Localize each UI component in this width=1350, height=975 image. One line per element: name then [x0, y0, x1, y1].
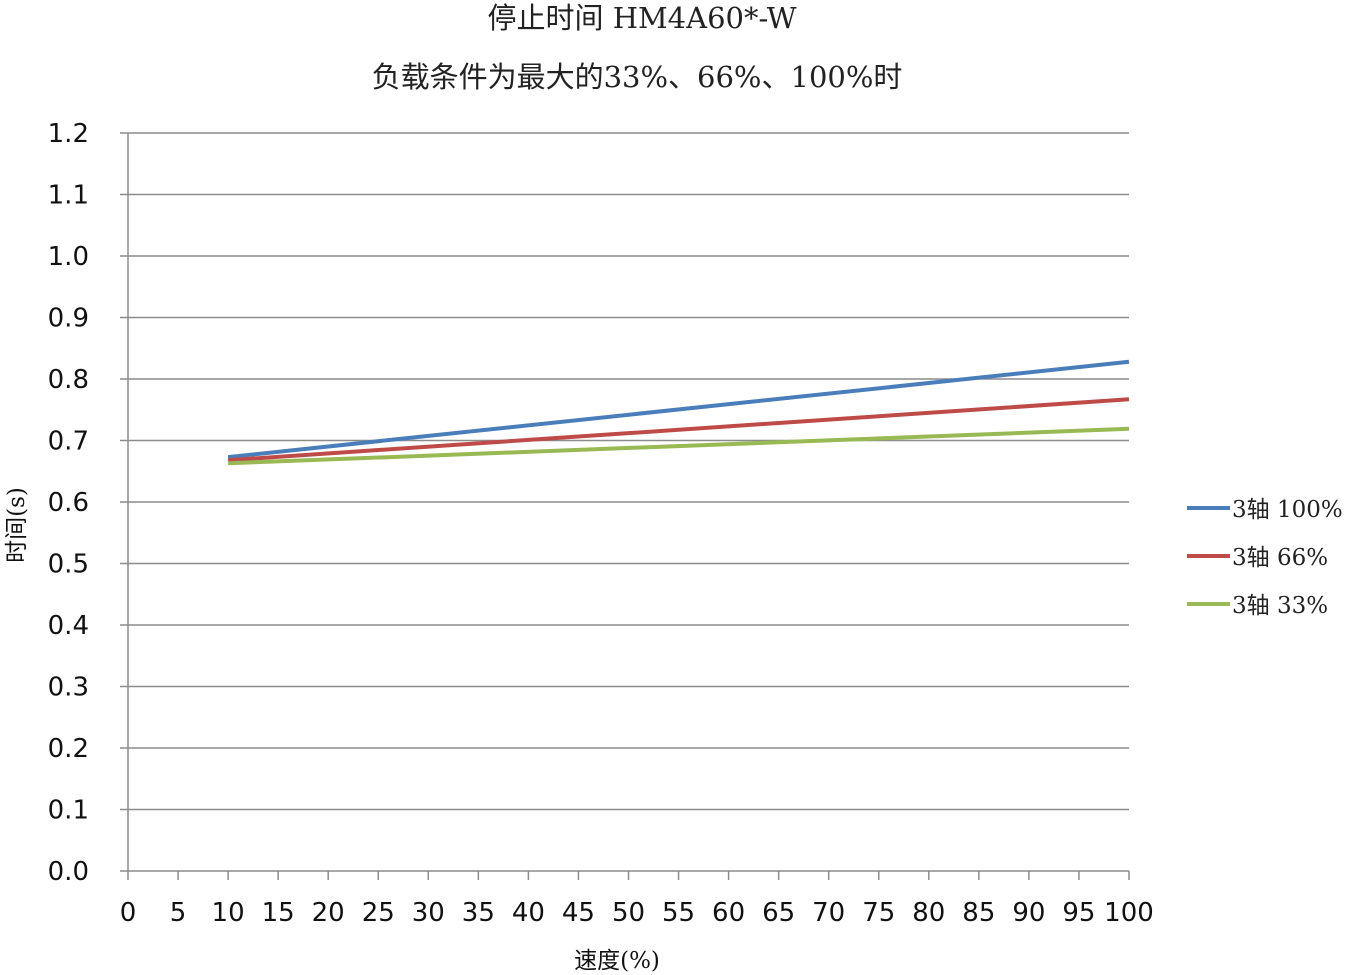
x-tick-label: 85: [962, 898, 995, 928]
series-line-2: [227, 397, 1130, 463]
y-tick-label: 0.0: [48, 857, 89, 887]
legend-label: 3轴 100%: [1232, 497, 1343, 523]
y-axis-label: 时间(s): [4, 487, 30, 563]
y-tick-label: 1.1: [48, 181, 89, 211]
x-tick-label: 50: [612, 898, 645, 928]
legend: 3轴 100% 3轴 66% 3轴 33%: [1187, 497, 1343, 619]
y-tick-label: 0.3: [48, 673, 89, 703]
x-tick-label: 30: [412, 898, 445, 928]
x-tick-label: 25: [362, 898, 395, 928]
x-tick-label: 35: [462, 898, 495, 928]
y-tick-label: 0.8: [48, 365, 89, 395]
y-tick-label: 0.5: [48, 550, 89, 580]
x-tick-label: 45: [562, 898, 595, 928]
x-tick-label: 5: [170, 898, 187, 928]
y-tick-label: 0.6: [48, 488, 89, 518]
series-lines: [227, 359, 1130, 466]
y-tick-label: 0.7: [48, 427, 89, 457]
y-tick-label: 0.9: [48, 304, 89, 334]
series-line-1: [227, 359, 1130, 460]
x-tick-label: 55: [662, 898, 695, 928]
y-tick-label: 1.0: [48, 242, 89, 272]
x-tick-label: 40: [512, 898, 545, 928]
chart-subtitle: 负载条件为最大的33%、66%、100%时: [372, 60, 903, 94]
x-tick-label: 0: [120, 898, 137, 928]
legend-label: 3轴 33%: [1232, 593, 1328, 619]
x-tick-label: 65: [762, 898, 795, 928]
y-tick-label: 0.2: [48, 734, 89, 764]
x-tick-labels: 0 5 10 15 20 25 30 35 40 45 50 55 60 65 70 75 80 85 90 95 10…: [120, 898, 1154, 928]
x-tick-label: 20: [312, 898, 345, 928]
y-tick-label: 0.1: [48, 796, 89, 826]
gridlines: [120, 132, 1129, 811]
y-tick-label: 1.2: [48, 119, 89, 149]
chart-title: 停止时间 HM4A60*-W: [487, 1, 796, 35]
x-axis-label: 速度(%): [574, 948, 660, 974]
x-tick-label: 80: [912, 898, 945, 928]
x-tick-label: 100: [1104, 898, 1154, 928]
x-tick-label: 10: [212, 898, 245, 928]
legend-label: 3轴 66%: [1232, 545, 1328, 571]
y-tick-labels: 0.0 0.1 0.2 0.3 0.4 0.5 0.6 0.7 0.8 0.9 1.0 1.1 1.2: [48, 119, 89, 887]
x-tick-label: 15: [262, 898, 295, 928]
x-tick-label: 95: [1062, 898, 1095, 928]
x-tick-label: 90: [1012, 898, 1045, 928]
axes: [120, 133, 1130, 880]
x-tick-label: 70: [812, 898, 845, 928]
series-line-3: [228, 426, 1130, 466]
y-tick-label: 0.4: [48, 611, 89, 641]
x-tick-label: 75: [862, 898, 895, 928]
x-tick-label: 60: [712, 898, 745, 928]
